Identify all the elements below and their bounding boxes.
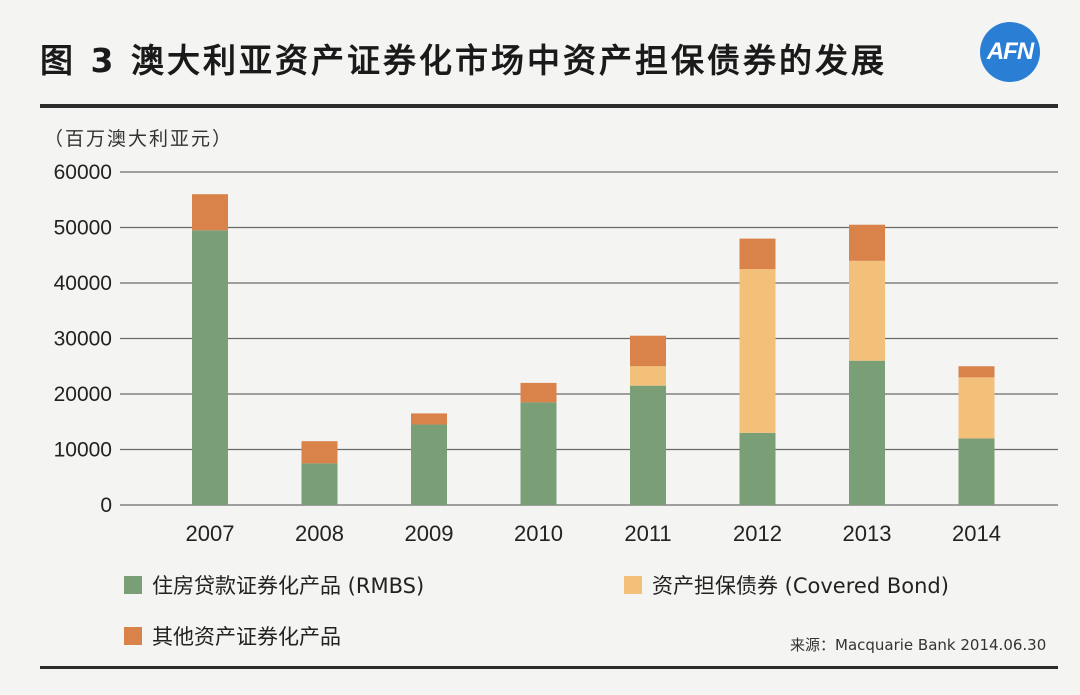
bar-segment-2013-s1 (849, 260, 885, 361)
bar-segment-2009-s2 (411, 413, 447, 425)
legend-label-rmbs: 住房贷款证券化产品 (RMBS) (152, 574, 425, 598)
bar-segment-2012-s1 (739, 269, 776, 433)
y-tick-label: 20000 (54, 383, 112, 406)
chart-title: 图 3 澳大利亚资产证券化市场中资产担保债券的发展 (40, 41, 887, 80)
legend-label-covered-bond: 资产担保债券 (Covered Bond) (652, 574, 949, 598)
afn-logo: AFN (980, 22, 1040, 82)
x-tick-label: 2009 (405, 521, 454, 546)
bottom-rule (40, 666, 1058, 669)
y-tick-label: 40000 (54, 272, 112, 295)
x-tick-label: 2013 (843, 521, 892, 546)
source-note: 来源：Macquarie Bank 2014.06.30 (790, 636, 1047, 654)
y-axis-unit-label: （百万澳大利亚元） (44, 128, 234, 150)
bar-segment-2014-s2 (958, 366, 995, 378)
legend-item-rmbs: 住房贷款证券化产品 (RMBS) (124, 570, 424, 600)
bar-segment-2011-s2 (630, 335, 666, 367)
y-tick-label: 60000 (54, 161, 112, 184)
legend-swatch-covered-bond (624, 576, 642, 594)
bar-segment-2014-s1 (958, 377, 995, 439)
y-tick-label: 0 (100, 494, 112, 517)
bar-segment-2007-s0 (192, 230, 228, 505)
y-tick-label: 50000 (54, 217, 112, 240)
legend-item-covered-bond: 资产担保债券 (Covered Bond) (624, 570, 949, 600)
top-rule (40, 104, 1058, 108)
bar-segment-2008-s2 (301, 441, 338, 464)
x-tick-label: 2014 (952, 521, 1001, 546)
x-tick-label: 2012 (733, 521, 782, 546)
legend-swatch-other-abs (124, 627, 142, 645)
x-tick-label: 2011 (624, 521, 671, 546)
x-tick-label: 2008 (295, 521, 344, 546)
bar-segment-2008-s0 (301, 463, 338, 505)
legend-item-other-abs: 其他资产证券化产品 (124, 621, 341, 651)
bar-segment-2013-s0 (849, 360, 885, 505)
bar-segment-2012-s0 (739, 432, 776, 505)
bar-segment-2013-s2 (849, 224, 885, 261)
bar-segment-2011-s1 (630, 366, 666, 386)
bar-segment-2012-s2 (739, 238, 776, 270)
bar-segment-2011-s0 (630, 385, 666, 505)
bar-segment-2010-s0 (520, 402, 557, 505)
bar-segment-2009-s0 (411, 424, 447, 505)
legend-label-other-abs: 其他资产证券化产品 (152, 625, 341, 649)
y-tick-label: 30000 (54, 328, 112, 351)
x-tick-label: 2010 (514, 521, 563, 546)
y-tick-label: 10000 (54, 439, 112, 462)
bar-segment-2007-s2 (192, 194, 228, 231)
bar-segment-2014-s0 (958, 438, 995, 505)
legend-swatch-rmbs (124, 576, 142, 594)
bar-segment-2010-s2 (520, 382, 557, 403)
x-tick-label: 2007 (186, 521, 235, 546)
